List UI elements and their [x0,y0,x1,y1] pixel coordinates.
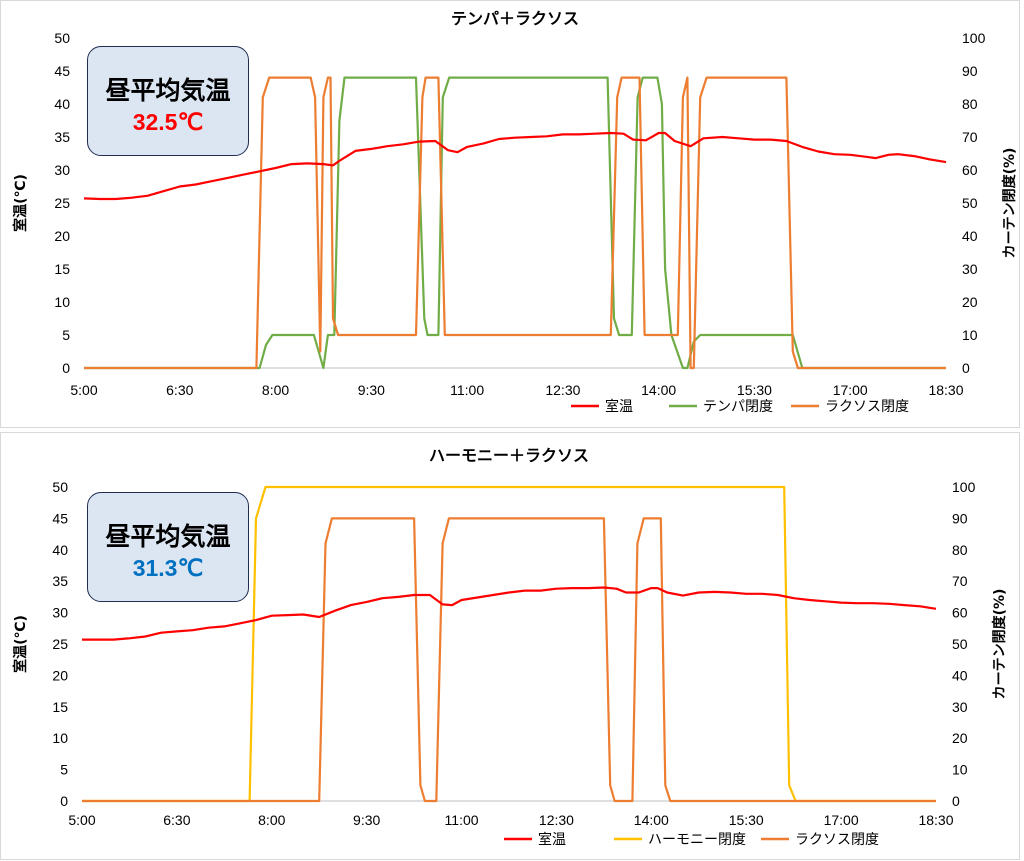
y-left-tick-label: 25 [54,195,70,211]
day-average-temp-badge: 昼平均気温 31.3℃ [87,492,249,602]
x-tick-label: 9:30 [358,382,385,398]
day-average-temp-value: 31.3℃ [132,555,204,581]
y-right-tick-label: 70 [962,129,978,145]
y-right-tick-label: 20 [962,294,978,310]
y-left-tick-label: 30 [54,162,70,178]
y-right-tick-label: 40 [952,667,968,683]
legend-label: テンパ閉度 [703,399,773,415]
y-right-tick-label: 90 [952,510,968,526]
x-tick-label: 14:00 [634,812,669,828]
series-line-2 [82,517,936,803]
x-tick-label: 9:30 [353,812,380,828]
legend-label: ラクソス閉度 [795,832,879,848]
y-right-tick-label: 70 [952,573,968,589]
y-right-tick-label: 80 [952,542,968,558]
y-left-tick-label: 10 [52,730,68,746]
x-tick-label: 12:30 [545,382,580,398]
legend-label: 室温 [605,398,633,415]
chart-panel-tempa-laxsos: テンパ＋ラクソス 0 5 10 15 20 25 30 35 40 45 50 0 10 20 30 40 50 6… [0,0,1020,428]
legend-label: ハーモニー閉度 [648,832,746,848]
x-tick-label: 18:30 [928,382,963,398]
chart-title: ハーモニー＋ラクソス [429,446,589,465]
y-left-tick-label: 15 [54,261,70,277]
y-left-tick-label: 0 [60,793,68,809]
x-tick-label: 14:00 [641,382,676,398]
series-line-1 [84,76,946,370]
y-left-tick-label: 20 [54,228,70,244]
y-right-tick-label: 50 [952,636,968,652]
y-left-tick-label: 40 [52,542,68,558]
y-right-tick-label: 30 [952,699,968,715]
day-average-temp-badge: 昼平均気温 32.5℃ [87,46,249,156]
y-left-tick-label: 20 [52,667,68,683]
y-left-tick-label: 10 [54,294,70,310]
x-tick-label: 6:30 [166,382,193,398]
chart-panel-harmony-laxsos: ハーモニー＋ラクソス 0 5 10 15 20 25 30 35 40 45 50 0 10 20 30 40 5… [0,432,1020,860]
y-left-tick-label: 5 [60,762,68,778]
x-tick-label: 11:00 [445,812,479,828]
y-left-tick-label: 50 [54,30,70,46]
y-right-tick-label: 60 [952,605,968,621]
x-tick-label: 17:00 [824,812,859,828]
y-left-tick-label: 30 [52,605,68,621]
y-left-tick-label: 35 [52,573,68,589]
series-line-0 [83,131,947,201]
y-right-tick-label: 100 [952,479,976,495]
y-left-tick-label: 45 [54,63,70,79]
y-left-tick-label: 45 [52,510,68,526]
x-tick-label: 5:00 [68,812,95,828]
x-tick-label: 15:30 [729,812,764,828]
y-left-tick-label: 40 [54,96,70,112]
y-left-tick-label: 15 [52,699,68,715]
y-right-tick-label: 40 [962,228,978,244]
series-line-1 [82,485,936,803]
y-left-axis-title: 室温(℃) [12,615,29,673]
legend-label: 室温 [538,831,566,848]
day-average-temp-value: 32.5℃ [132,109,204,135]
x-tick-label: 5:00 [70,382,97,398]
y-right-tick-label: 100 [962,30,986,46]
y-right-tick-label: 0 [962,360,970,376]
x-tick-label: 8:00 [262,382,289,398]
legend-label: ラクソス閉度 [825,399,909,415]
series-line-0 [82,586,937,641]
y-right-tick-label: 50 [962,195,978,211]
y-right-tick-label: 10 [962,327,978,343]
y-right-tick-label: 80 [962,96,978,112]
y-left-axis-title: 室温(℃) [12,174,29,232]
series-line-2 [84,76,946,370]
y-right-tick-label: 0 [952,793,960,809]
x-tick-label: 6:30 [163,812,190,828]
x-tick-label: 18:30 [918,812,953,828]
day-average-temp-label: 昼平均気温 [105,522,231,551]
chart-svg-tempa-laxsos: テンパ＋ラクソス 0 5 10 15 20 25 30 35 40 45 50 0 10 20 30 40 50 6… [12,9,1018,415]
y-left-tick-label: 5 [62,327,70,343]
y-right-axis-title: カーテン閉度(%) [1001,148,1018,259]
x-tick-label: 11:00 [450,382,484,398]
chart-title: テンパ＋ラクソス [451,9,579,28]
y-right-tick-label: 10 [952,762,968,778]
x-tick-label: 12:30 [539,812,574,828]
y-left-tick-label: 50 [52,479,68,495]
x-tick-label: 17:00 [833,382,868,398]
y-left-tick-label: 25 [52,636,68,652]
y-left-tick-label: 0 [62,360,70,376]
chart-svg-harmony-laxsos: ハーモニー＋ラクソス 0 5 10 15 20 25 30 35 40 45 50 0 10 20 30 40 5… [12,446,1008,848]
y-right-tick-label: 30 [962,261,978,277]
y-right-tick-label: 20 [952,730,968,746]
y-right-tick-label: 60 [962,162,978,178]
y-right-axis-title: カーテン閉度(%) [991,589,1008,700]
y-left-tick-label: 35 [54,129,70,145]
x-tick-label: 8:00 [258,812,285,828]
x-tick-label: 15:30 [737,382,772,398]
y-right-tick-label: 90 [962,63,978,79]
day-average-temp-label: 昼平均気温 [105,76,231,105]
